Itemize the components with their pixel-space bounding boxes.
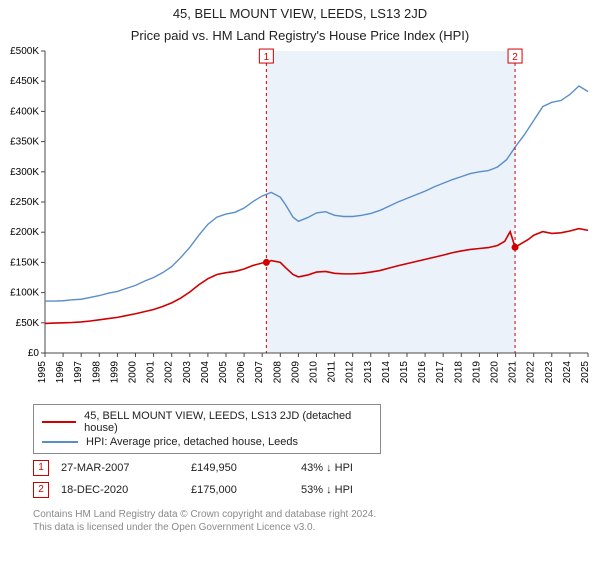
svg-text:2012: 2012 bbox=[345, 360, 356, 383]
svg-text:2016: 2016 bbox=[417, 360, 428, 383]
svg-text:1995: 1995 bbox=[37, 360, 48, 383]
legend-swatch bbox=[42, 421, 76, 423]
page-subtitle: Price paid vs. HM Land Registry's House … bbox=[0, 28, 600, 44]
sale-row: 2 18-DEC-2020 £175,000 53% ↓ HPI bbox=[33, 482, 600, 498]
svg-text:£100K: £100K bbox=[10, 287, 39, 298]
svg-text:2024: 2024 bbox=[562, 360, 573, 383]
svg-text:£150K: £150K bbox=[10, 257, 39, 268]
price-chart: £0 £50K £100K £150K £200K £250K £300K £350K £400… bbox=[0, 45, 600, 395]
svg-text:2025: 2025 bbox=[580, 360, 591, 383]
svg-text:1997: 1997 bbox=[73, 360, 84, 383]
sale-price: £149,950 bbox=[191, 462, 301, 474]
sale-marker-1-icon: 1 bbox=[33, 460, 49, 476]
svg-text:2004: 2004 bbox=[200, 360, 211, 383]
legend-swatch bbox=[42, 441, 78, 443]
svg-text:£250K: £250K bbox=[10, 197, 39, 208]
svg-text:£500K: £500K bbox=[10, 46, 39, 57]
svg-text:2005: 2005 bbox=[218, 360, 229, 383]
page-title: 45, BELL MOUNT VIEW, LEEDS, LS13 2JD bbox=[0, 6, 600, 22]
sale-delta: 53% ↓ HPI bbox=[301, 484, 421, 496]
svg-text:2013: 2013 bbox=[363, 360, 374, 383]
svg-text:2014: 2014 bbox=[381, 360, 392, 383]
svg-text:2006: 2006 bbox=[236, 360, 247, 383]
sale-date: 27-MAR-2007 bbox=[61, 462, 191, 474]
svg-text:2009: 2009 bbox=[290, 360, 301, 383]
svg-text:1: 1 bbox=[264, 52, 270, 63]
svg-text:£400K: £400K bbox=[10, 106, 39, 117]
svg-text:2017: 2017 bbox=[435, 360, 446, 383]
svg-text:2: 2 bbox=[512, 52, 518, 63]
fineprint-line: This data is licensed under the Open Gov… bbox=[33, 521, 600, 534]
svg-text:£200K: £200K bbox=[10, 227, 39, 238]
svg-text:2015: 2015 bbox=[399, 360, 410, 383]
svg-text:2022: 2022 bbox=[526, 360, 537, 383]
legend-item: 45, BELL MOUNT VIEW, LEEDS, LS13 2JD (de… bbox=[42, 409, 372, 435]
sale-price: £175,000 bbox=[191, 484, 301, 496]
sale-row: 1 27-MAR-2007 £149,950 43% ↓ HPI bbox=[33, 460, 600, 476]
sale-marker-2-icon: 2 bbox=[33, 482, 49, 498]
svg-text:2011: 2011 bbox=[327, 360, 338, 382]
svg-text:2001: 2001 bbox=[146, 360, 157, 383]
svg-text:2007: 2007 bbox=[254, 360, 265, 383]
sale-date: 18-DEC-2020 bbox=[61, 484, 191, 496]
svg-text:2021: 2021 bbox=[508, 360, 519, 383]
svg-text:2019: 2019 bbox=[471, 360, 482, 383]
svg-text:£0: £0 bbox=[28, 348, 40, 359]
svg-text:1996: 1996 bbox=[55, 360, 66, 383]
sale-delta: 43% ↓ HPI bbox=[301, 462, 421, 474]
legend-label: HPI: Average price, detached house, Leed… bbox=[86, 436, 298, 448]
svg-text:2003: 2003 bbox=[182, 360, 193, 383]
svg-text:£300K: £300K bbox=[10, 166, 39, 177]
svg-text:£450K: £450K bbox=[10, 76, 39, 87]
svg-text:2000: 2000 bbox=[128, 360, 139, 383]
svg-text:2018: 2018 bbox=[453, 360, 464, 383]
svg-text:2008: 2008 bbox=[272, 360, 283, 383]
svg-text:1998: 1998 bbox=[91, 360, 102, 383]
svg-text:2010: 2010 bbox=[309, 360, 320, 383]
svg-text:£50K: £50K bbox=[16, 317, 40, 328]
legend: 45, BELL MOUNT VIEW, LEEDS, LS13 2JD (de… bbox=[33, 404, 381, 454]
legend-item: HPI: Average price, detached house, Leed… bbox=[42, 435, 372, 449]
svg-text:2002: 2002 bbox=[164, 360, 175, 383]
fineprint-line: Contains HM Land Registry data © Crown c… bbox=[33, 508, 600, 521]
svg-text:2020: 2020 bbox=[490, 360, 501, 383]
svg-text:£350K: £350K bbox=[10, 136, 39, 147]
svg-text:1999: 1999 bbox=[109, 360, 120, 383]
fineprint: Contains HM Land Registry data © Crown c… bbox=[33, 508, 600, 534]
legend-label: 45, BELL MOUNT VIEW, LEEDS, LS13 2JD (de… bbox=[84, 410, 372, 434]
svg-text:2023: 2023 bbox=[544, 360, 555, 383]
